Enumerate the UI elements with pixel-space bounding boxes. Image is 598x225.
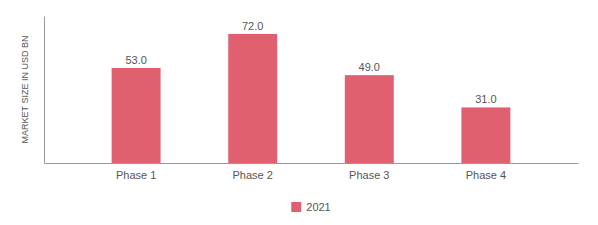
bars [112, 34, 511, 163]
y-axis-line [44, 17, 45, 164]
x-axis: Phase 1 Phase 2 Phase 3 Phase 4 [45, 164, 579, 181]
legend-label: 2021 [306, 201, 330, 213]
legend-swatch [291, 202, 301, 212]
data-label: 49.0 [359, 61, 380, 73]
bar [461, 107, 510, 163]
legend-item: 2021 [291, 201, 330, 213]
bar [112, 68, 161, 163]
x-tick-label: Phase 1 [116, 169, 156, 181]
bar [345, 75, 394, 163]
data-label: 53.0 [125, 54, 146, 66]
x-axis-line [45, 163, 579, 164]
x-tick: Phase 4 [466, 169, 506, 181]
data-labels: 53.0 72.0 49.0 31.0 [125, 20, 496, 106]
legend: 2021 [291, 201, 330, 213]
y-axis-title: MARKET SIZE IN USD BN [20, 36, 30, 144]
x-tick: Phase 2 [233, 169, 273, 181]
chart: Phase 1 Phase 2 Phase 3 Phase 4 MARKET SIZE … [0, 0, 598, 225]
x-tick-label: Phase 4 [466, 169, 506, 181]
data-label: 72.0 [242, 20, 263, 32]
x-tick-label: Phase 2 [233, 169, 273, 181]
data-label: 31.0 [475, 93, 496, 105]
x-tick-label: Phase 3 [349, 169, 389, 181]
plot: Phase 1 Phase 2 Phase 3 Phase 4 MARKET SIZE … [20, 17, 579, 181]
bar [228, 34, 277, 163]
x-tick: Phase 1 [116, 169, 156, 181]
y-axis [44, 17, 45, 164]
x-tick: Phase 3 [349, 169, 389, 181]
